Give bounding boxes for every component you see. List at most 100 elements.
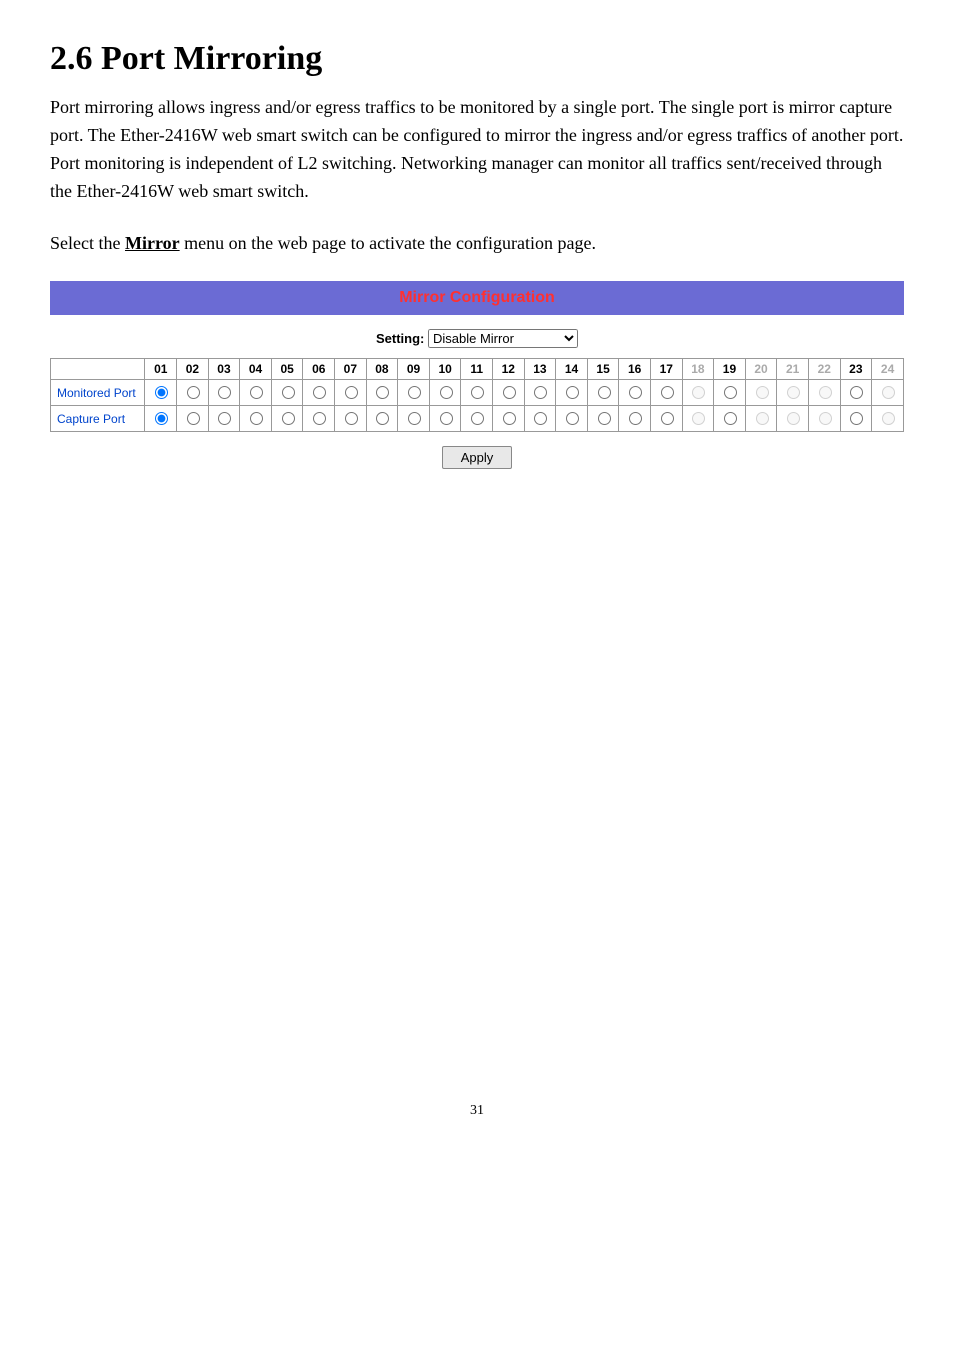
port-radio[interactable] [187,412,200,425]
port-radio [819,412,832,425]
port-cell-16 [619,380,651,406]
port-radio[interactable] [345,386,358,399]
port-cell-24 [872,380,904,406]
port-radio [882,412,895,425]
port-radio[interactable] [471,386,484,399]
port-radio[interactable] [155,386,168,399]
port-radio[interactable] [408,386,421,399]
port-radio[interactable] [282,386,295,399]
port-radio[interactable] [724,412,737,425]
intro-paragraph: Port mirroring allows ingress and/or egr… [50,94,904,206]
port-cell-21 [777,406,809,432]
port-radio[interactable] [313,386,326,399]
port-radio[interactable] [250,412,263,425]
port-radio[interactable] [440,412,453,425]
port-radio[interactable] [661,386,674,399]
port-radio[interactable] [566,412,579,425]
apply-button[interactable]: Apply [442,446,513,469]
port-header-22: 22 [808,359,840,380]
apply-row: Apply [50,432,904,483]
port-radio [756,386,769,399]
port-header-18: 18 [682,359,714,380]
port-radio[interactable] [598,386,611,399]
port-radio[interactable] [218,412,231,425]
port-cell-10 [429,380,461,406]
port-radio[interactable] [408,412,421,425]
port-radio [787,412,800,425]
port-cell-07 [335,406,367,432]
port-radio [692,412,705,425]
port-radio[interactable] [598,412,611,425]
port-cell-14 [556,380,588,406]
table-row: Capture Port [51,406,904,432]
port-radio[interactable] [534,386,547,399]
port-cell-12 [493,380,525,406]
table-row: Monitored Port [51,380,904,406]
page-number: 31 [50,1103,904,1119]
port-cell-09 [398,380,430,406]
port-cell-02 [177,406,209,432]
port-radio[interactable] [566,386,579,399]
port-cell-02 [177,380,209,406]
port-cell-05 [271,380,303,406]
port-radio[interactable] [629,412,642,425]
port-cell-07 [335,380,367,406]
row-label: Monitored Port [51,380,145,406]
port-cell-08 [366,406,398,432]
port-cell-15 [587,380,619,406]
port-header-11: 11 [461,359,493,380]
port-cell-22 [808,380,840,406]
port-radio[interactable] [376,412,389,425]
port-header-12: 12 [493,359,525,380]
port-radio[interactable] [187,386,200,399]
port-radio[interactable] [850,386,863,399]
setting-label: Setting: [376,331,424,346]
port-radio[interactable] [503,412,516,425]
port-header-03: 03 [208,359,240,380]
port-radio [882,386,895,399]
port-header-01: 01 [145,359,177,380]
port-cell-06 [303,406,335,432]
port-radio[interactable] [250,386,263,399]
port-radio[interactable] [218,386,231,399]
mirror-config-panel: Mirror Configuration Setting: Disable Mi… [50,281,904,483]
port-cell-18 [682,380,714,406]
port-cell-05 [271,406,303,432]
port-header-20: 20 [745,359,777,380]
port-radio[interactable] [724,386,737,399]
page-title: 2.6 Port Mirroring [50,40,904,78]
port-grid-header-row: 0102030405060708091011121314151617181920… [51,359,904,380]
row-label: Capture Port [51,406,145,432]
port-cell-19 [714,406,746,432]
instruction-pre: Select the [50,233,125,253]
port-header-24: 24 [872,359,904,380]
port-header-14: 14 [556,359,588,380]
setting-select[interactable]: Disable Mirror [428,329,578,348]
port-radio[interactable] [534,412,547,425]
port-header-07: 07 [335,359,367,380]
port-cell-16 [619,406,651,432]
port-radio[interactable] [282,412,295,425]
port-radio[interactable] [155,412,168,425]
port-radio[interactable] [850,412,863,425]
port-header-21: 21 [777,359,809,380]
port-radio[interactable] [471,412,484,425]
port-header-10: 10 [429,359,461,380]
port-header-13: 13 [524,359,556,380]
mirror-menu-ref: Mirror [125,233,180,253]
port-radio[interactable] [661,412,674,425]
port-cell-01 [145,406,177,432]
mirror-config-title: Mirror Configuration [50,281,904,315]
port-radio[interactable] [345,412,358,425]
port-radio[interactable] [503,386,516,399]
port-header-09: 09 [398,359,430,380]
port-header-23: 23 [840,359,872,380]
port-cell-03 [208,406,240,432]
port-radio[interactable] [313,412,326,425]
port-cell-01 [145,380,177,406]
port-radio [819,386,832,399]
port-radio[interactable] [376,386,389,399]
port-radio[interactable] [629,386,642,399]
port-radio[interactable] [440,386,453,399]
port-cell-23 [840,380,872,406]
